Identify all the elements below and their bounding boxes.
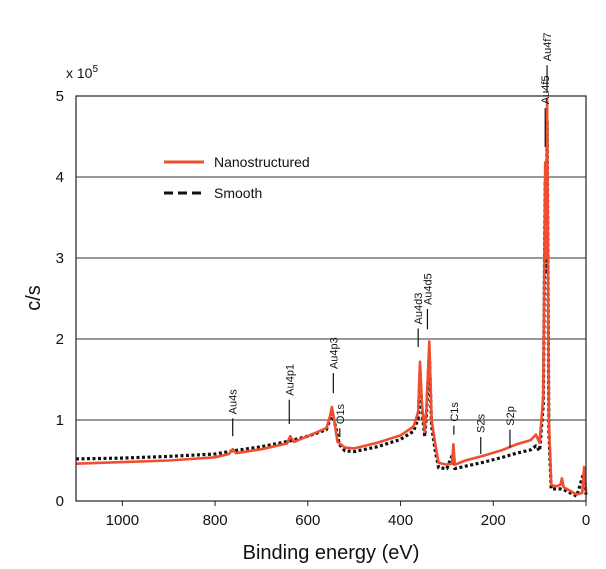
annotation-label: Au4d5 — [422, 273, 434, 305]
annotation-label: Au4d3 — [413, 293, 425, 325]
x-tick-label: 0 — [582, 512, 590, 529]
data-series — [75, 97, 588, 498]
legend-label-nanostructured: Nanostructured — [214, 154, 310, 170]
annotation-label: Au4p1 — [284, 364, 296, 396]
y-tick-label: 3 — [56, 250, 64, 267]
legend-label-smooth: Smooth — [214, 185, 262, 201]
series-line-nanostructured — [75, 97, 588, 496]
annotation-label: Au4p3 — [328, 337, 340, 369]
x-tick-label: 200 — [481, 512, 506, 529]
y-axis-ticks: 0 1 2 3 4 5 — [56, 88, 64, 510]
y-tick-label: 1 — [56, 412, 64, 429]
x-tick-label: 1000 — [106, 512, 139, 529]
annotation-label: O1s — [335, 403, 347, 424]
y-axis-multiplier: x 105 — [66, 64, 98, 81]
y-axis-label: c/s — [23, 285, 45, 311]
grid-lines — [76, 176, 586, 421]
annotation-label: Au4s — [228, 389, 240, 415]
y-tick-label: 4 — [56, 169, 64, 186]
annotation-label: Au4f5 — [540, 75, 552, 104]
annotation-label: S2p — [505, 406, 517, 426]
annotation-label: S2s — [476, 414, 488, 433]
y-tick-label: 5 — [56, 88, 64, 105]
legend: Nanostructured Smooth — [164, 154, 310, 201]
annotation-label: Au4f7 — [542, 32, 554, 61]
x-axis-label: Binding energy (eV) — [243, 542, 420, 564]
x-tick-label: 800 — [203, 512, 228, 529]
x-tick-label: 400 — [388, 512, 413, 529]
y-tick-label: 0 — [56, 493, 64, 510]
annotation-label: C1s — [449, 402, 461, 422]
y-tick-label: 2 — [56, 331, 64, 348]
plot-area-border — [75, 95, 587, 502]
x-tick-label: 600 — [295, 512, 320, 529]
x-axis-ticks: 1000 800 600 400 200 0 — [106, 501, 590, 529]
